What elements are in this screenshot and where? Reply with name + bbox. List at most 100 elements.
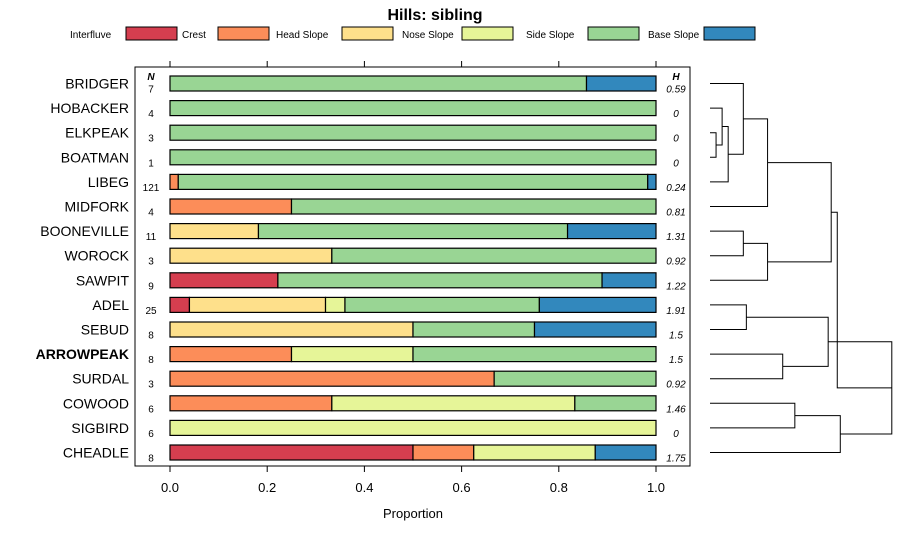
row-label: HOBACKER [50,100,129,116]
row-h-value: 1.91 [666,306,685,317]
chart-title: Hills: sibling [387,7,482,24]
x-axis: 0.0 0.2 0.4 0.6 0.8 1.0 [161,61,665,495]
x-tick-label: 0.6 [453,480,471,495]
bar-segment-side-slope [493,370,657,387]
bar-segment-base-slope [601,272,657,289]
bar-segment-nose-slope [290,346,414,363]
bar-row-boatman: BOATMAN 1 0 [61,149,679,169]
bar-row-elkpeak: ELKPEAK 3 0 [65,124,679,145]
bar-row-sawpit: SAWPIT 9 1.22 [76,272,686,292]
bar-segment-head-slope [169,247,333,264]
row-label: BRIDGER [65,76,129,92]
bar-segment-crest [169,370,495,387]
row-h-value: 1.46 [666,404,686,415]
legend-swatch-side-slope [587,26,640,41]
row-h-value: 1.22 [666,281,686,292]
row-h-value: 0.92 [666,380,686,391]
row-h-value: 0.81 [666,208,685,219]
row-h-value: 0 [673,109,679,120]
bar-row-booneville: BOONEVILLE 11 1.31 [40,223,686,243]
bar-row-surdal: SURDAL 3 0.92 [72,370,686,391]
row-label: ELKPEAK [65,125,129,141]
bar-segment-side-slope [344,296,540,313]
x-axis-label: Proportion [383,506,443,521]
row-n-count: 9 [148,281,154,292]
bar-segment-side-slope [169,124,657,141]
row-h-value: 0.92 [666,257,686,268]
row-n-count: 8 [148,355,154,366]
bar-row-arrowpeak: ARROWPEAK 8 1.5 [36,346,683,366]
bar-segment-interfluve [169,272,279,289]
bar-segment-base-slope [585,75,657,92]
bar-segment-head-slope [169,223,260,240]
bar-segment-side-slope [290,198,657,215]
bar-row-cowood: COWOOD 6 1.46 [63,395,686,415]
dendrogram [710,83,893,453]
row-label: LIBEG [88,174,129,190]
dendrogram-branch [710,230,744,257]
bar-segment-nose-slope [473,444,596,461]
row-label: SURDAL [72,371,129,387]
row-n-count: 3 [148,380,154,391]
row-h-value: 1.5 [669,355,683,366]
row-n-count: 11 [146,232,157,243]
bar-segment-base-slope [566,223,657,240]
bar-segment-side-slope [169,149,657,166]
dendrogram-branch [831,211,892,389]
legend-label-side-slope: Side Slope [526,30,575,41]
x-tick-label: 0.8 [550,480,568,495]
bar-segment-interfluve [169,444,414,461]
bar-row-hobacker: HOBACKER 4 0 [50,99,679,120]
row-label: ADEL [92,297,129,313]
bar-segment-base-slope [594,444,657,461]
plot-frame [134,66,691,467]
dendrogram-branch [710,304,747,330]
row-label: BOONEVILLE [40,223,129,239]
bar-row-sebud: SEBUD 8 1.5 [81,321,683,342]
row-label: SIGBIRD [71,420,129,436]
row-n-count: 4 [148,109,154,120]
legend-label-nose-slope: Nose Slope [402,30,454,41]
dendrogram-branch [710,126,729,183]
row-n-count: 8 [148,331,154,342]
bar-segment-nose-slope [324,296,346,313]
legend-swatch-head-slope [341,26,394,41]
row-n-count: 1 [148,158,154,169]
row-label: MIDFORK [64,199,129,215]
x-tick-label: 1.0 [647,480,665,495]
x-tick-label: 0.2 [258,480,276,495]
bar-segment-crest [412,444,475,461]
bar-segment-side-slope [412,321,536,338]
row-n-count: 7 [148,85,154,96]
row-label: SEBUD [81,322,129,338]
legend-label-interfluve: Interfluve [70,30,112,41]
dendrogram-branch [710,353,784,380]
legend-swatch-interfluve [125,26,178,41]
n-column-header: N [147,72,155,83]
bar-segment-head-slope [188,296,327,313]
bar-segment-side-slope [257,223,569,240]
dendrogram-branch [710,402,796,429]
bar-segment-base-slope [647,173,657,190]
bar-row-adel: ADEL 25 1.91 [92,296,686,317]
bar-row-sigbird: SIGBIRD 6 0 [71,419,679,440]
row-n-count: 3 [148,257,154,268]
dendrogram-branch [710,83,744,155]
dendrogram-branch [710,118,769,207]
x-tick-label: 0.4 [355,480,373,495]
row-n-count: 3 [148,134,154,145]
bar-row-libeg: LIBEG 121 0.24 [88,173,686,194]
bar-row-midfork: MIDFORK 4 0.81 [64,198,686,219]
bar-segment-interfluve [169,296,191,313]
row-n-count: 6 [148,404,154,415]
bar-segment-nose-slope [169,419,657,436]
bar-segment-side-slope [412,346,657,363]
bar-segment-side-slope [574,395,657,412]
row-n-count: 121 [143,183,160,194]
bar-row-bridger: BRIDGER 7 0.59 [65,75,686,96]
legend-swatch-base-slope [703,26,756,41]
bar-segment-base-slope [533,321,657,338]
row-h-value: 1.5 [669,331,683,342]
row-label: BOATMAN [61,149,129,165]
